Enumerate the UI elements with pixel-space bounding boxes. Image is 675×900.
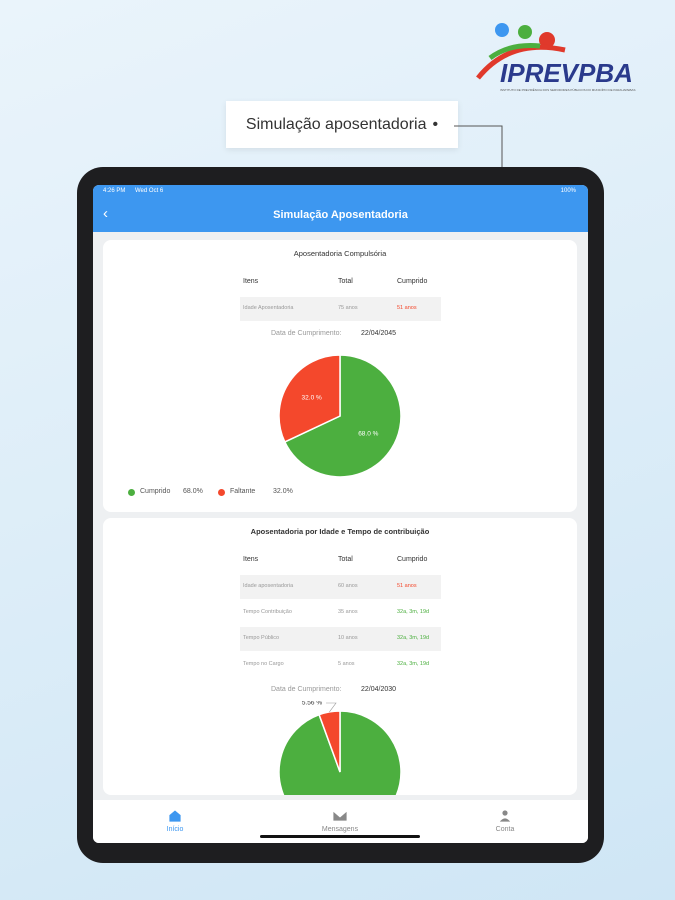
column-header: Cumprido — [397, 278, 428, 285]
table-cell: 32a, 3m, 19d — [397, 661, 430, 667]
logo-tagline: INSTITUTO DE PREVIDÊNCIA DOS SERVIDORES … — [500, 88, 636, 92]
tab[interactable]: Conta — [445, 808, 565, 833]
legend-value: 32.0% — [273, 488, 293, 495]
header: 4:26 PM Wed Oct 6 100% ‹ Simulação Apose… — [93, 185, 588, 232]
table-cell: 32a, 3m, 19d — [397, 635, 430, 641]
leader-line — [326, 702, 337, 713]
table-row — [240, 601, 441, 625]
icon-shape — [498, 809, 512, 823]
table-cell: 51 anos — [397, 583, 417, 589]
legend-name: Faltante — [230, 488, 256, 495]
table-row — [240, 575, 441, 599]
table-cell: 51 anos — [397, 305, 417, 311]
home-indicator — [260, 835, 420, 838]
dot: • — [432, 115, 439, 133]
status-time: 4:26 PM — [103, 188, 126, 194]
screen: 4:26 PM Wed Oct 6 100% ‹ Simulação Apose… — [93, 185, 588, 843]
logo-name: IPREVPBA — [500, 58, 633, 88]
completion-label: Data de Cumprimento: — [271, 686, 342, 693]
completion-date: 22/04/2030 — [361, 686, 397, 693]
tab-bar: Início Mensagens Conta — [93, 800, 588, 843]
tab-label: Mensagens — [321, 826, 359, 833]
table-cell: Tempo no Cargo — [243, 661, 284, 667]
table-cell: Tempo Público — [243, 635, 280, 641]
legend-dot — [218, 489, 225, 496]
table-cell: Idade Aposentadoria — [243, 305, 294, 311]
table-cell: 32a, 3m, 19d — [397, 609, 430, 615]
completion-date: 22/04/2045 — [361, 330, 397, 337]
column-header: Cumprido — [397, 556, 428, 563]
column-header: Itens — [243, 278, 259, 285]
legend-value: 68.0% — [183, 488, 203, 495]
caption-text: Simulação aposentadoria — [245, 115, 427, 133]
pie-chart: 68.0 % 32.0 % — [278, 354, 402, 478]
card: Aposentadoria Compulsória Itens Total Cumpr… — [103, 240, 577, 512]
table-row — [240, 653, 441, 677]
completion-label: Data de Cumprimento: — [271, 330, 342, 337]
tab-label: Conta — [495, 826, 515, 833]
tab[interactable]: Mensagens — [280, 808, 400, 833]
slice-label: 5.56 % — [302, 701, 322, 707]
table-cell: Idade aposentadoria — [243, 583, 294, 589]
tab-icon — [332, 810, 348, 822]
icon-shape — [168, 809, 182, 823]
column-header: Total — [338, 278, 353, 285]
pie-slice — [283, 354, 402, 478]
legend-name: Cumprido — [140, 488, 171, 495]
table-row — [240, 627, 441, 651]
tab-label: Início — [166, 826, 184, 833]
tab[interactable]: Início — [115, 808, 235, 833]
column-header: Itens — [243, 556, 259, 563]
connector — [454, 125, 503, 168]
card-title: Aposentadoria por Idade e Tempo de contr… — [250, 527, 430, 536]
slice-label: 68.0 % — [358, 431, 378, 438]
legend-dot — [128, 489, 135, 496]
slice-label: 32.0 % — [302, 395, 322, 402]
status-date: Wed Oct 6 — [135, 188, 164, 194]
table-cell: 35 anos — [338, 609, 358, 615]
pie-chart: 5.56 % — [278, 701, 402, 795]
table-cell: 60 anos — [338, 583, 358, 589]
table-cell: Tempo Contribuição — [243, 609, 292, 615]
tab-icon — [498, 809, 512, 823]
table-cell: 75 anos — [338, 305, 358, 311]
card: Aposentadoria por Idade e Tempo de contr… — [103, 518, 577, 795]
tab-icon — [168, 809, 182, 823]
table-cell: 5 anos — [338, 661, 355, 667]
header-title: Simulação Aposentadoria — [273, 209, 408, 221]
status-battery: 100% — [560, 188, 576, 194]
pie-slice — [278, 354, 341, 443]
caption: Simulação aposentadoria • — [226, 101, 458, 148]
icon-shape — [332, 810, 348, 822]
logo-icon — [476, 23, 566, 80]
table-row — [240, 297, 441, 321]
card-title: Aposentadoria Compulsória — [293, 249, 387, 258]
back-button[interactable]: ‹ — [103, 205, 108, 222]
table-cell: 10 anos — [338, 635, 358, 641]
column-header: Total — [338, 556, 353, 563]
